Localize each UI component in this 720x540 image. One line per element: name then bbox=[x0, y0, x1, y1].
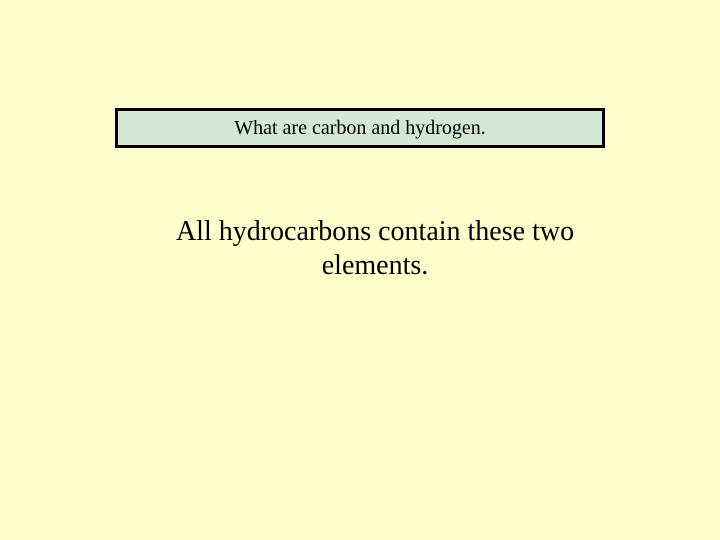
question-text: All hydrocarbons contain these two eleme… bbox=[175, 215, 575, 282]
answer-box: What are carbon and hydrogen. bbox=[115, 108, 605, 148]
answer-text: What are carbon and hydrogen. bbox=[234, 117, 486, 140]
